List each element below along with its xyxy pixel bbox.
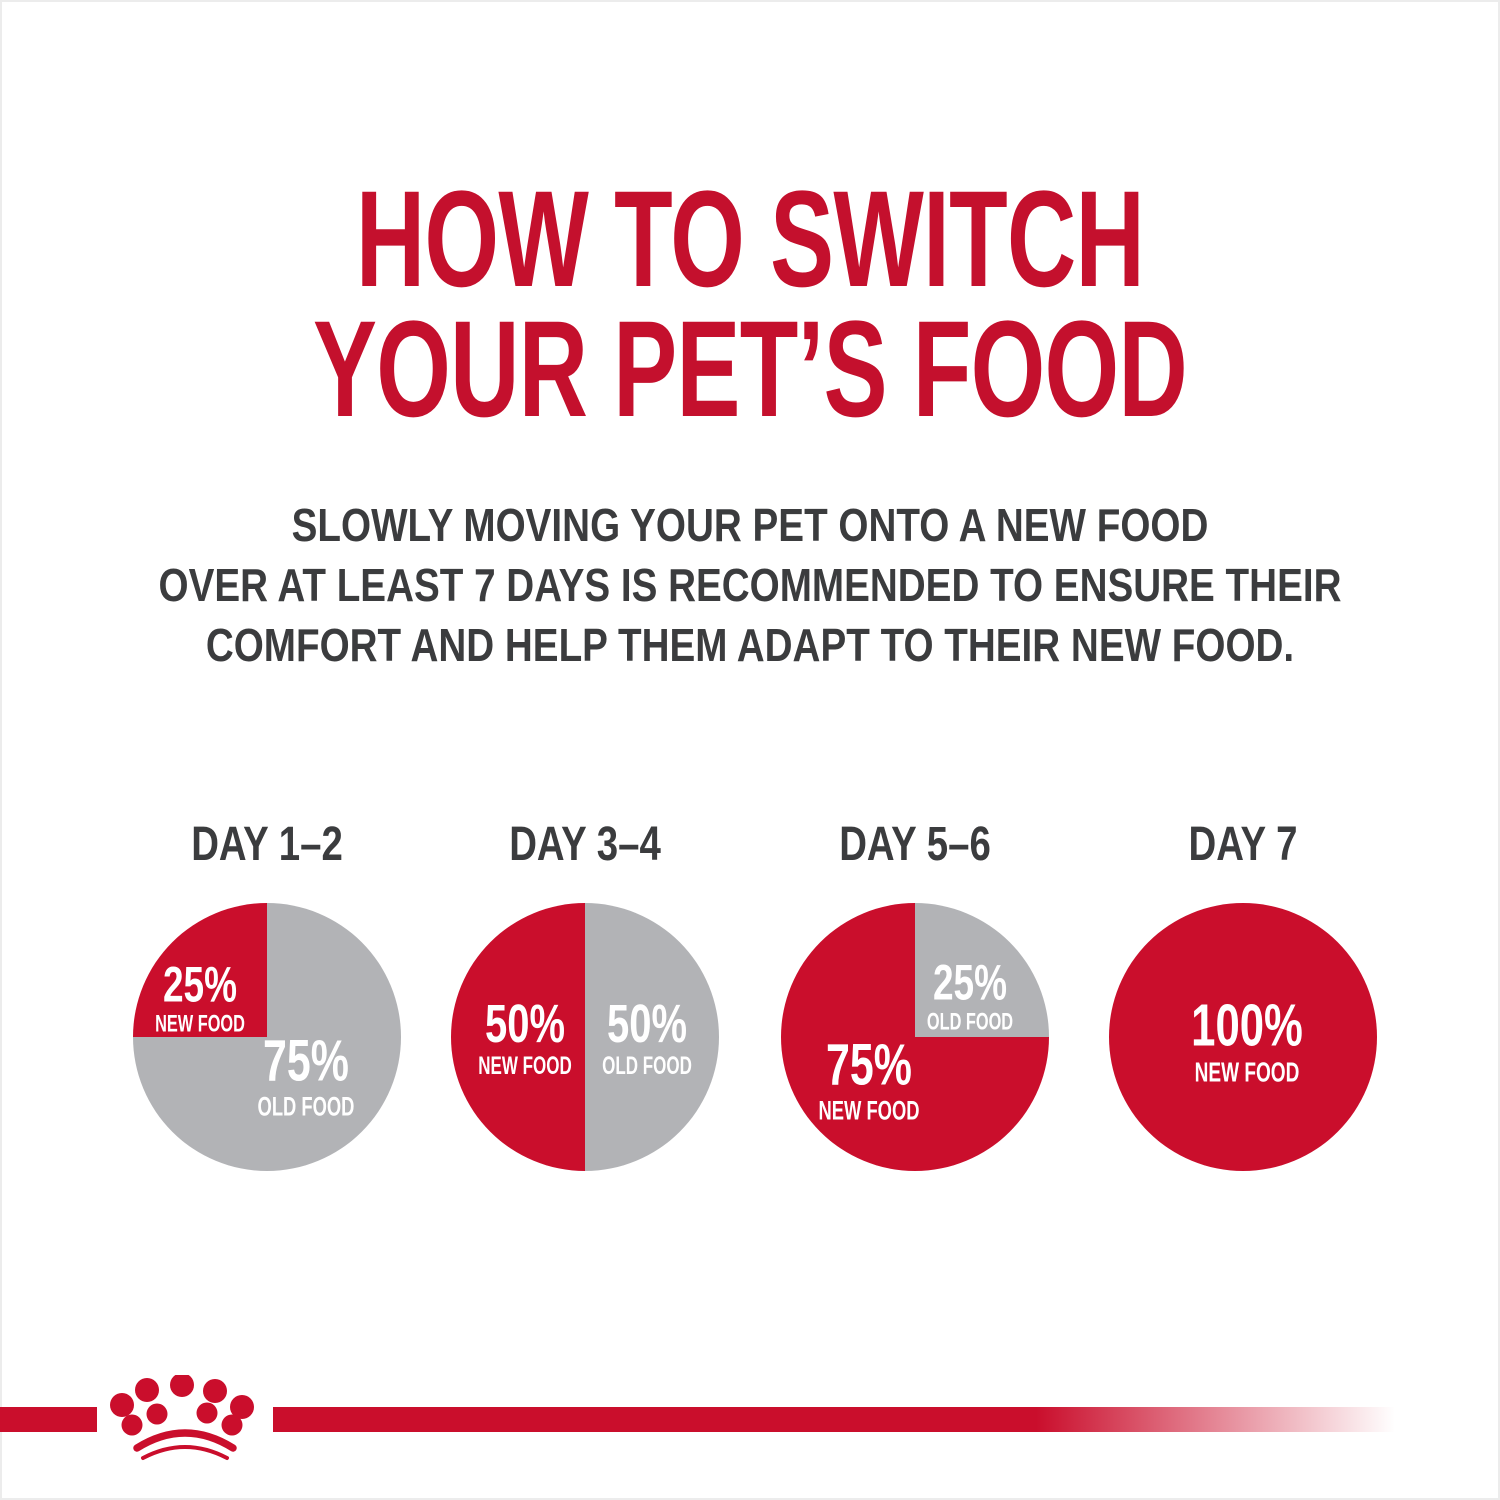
page-subtitle: SLOWLY MOVING YOUR PET ONTO A NEW FOOD O… bbox=[120, 495, 1380, 675]
page-title: HOW TO SWITCH YOUR PET’S FOOD bbox=[225, 163, 1275, 446]
title-line-1: HOW TO SWITCH bbox=[355, 163, 1145, 316]
slice-percent-value: 50% bbox=[484, 993, 565, 1054]
day-range-label: DAY 1–2 bbox=[191, 818, 343, 871]
slice-percent-value: 75% bbox=[262, 1028, 349, 1094]
pie-slice-label: 75% OLD FOOD bbox=[235, 1028, 378, 1121]
slice-food-name: NEW FOOD bbox=[1194, 1056, 1300, 1087]
pie-slice-label: 50% NEW FOOD bbox=[456, 993, 594, 1081]
pie-chart-day-1-2: 25% NEW FOOD 75% OLD FOOD bbox=[133, 903, 401, 1171]
slice-food-name: OLD FOOD bbox=[601, 1052, 692, 1081]
pie-chart-day-5-6: 25% OLD FOOD 75% NEW FOOD bbox=[781, 903, 1049, 1171]
pie-panel-day-5-6: DAY 5–6 25% OLD FOOD 75% NEW FOOD bbox=[775, 818, 1055, 1171]
pie-slice-label: 25% NEW FOOD bbox=[134, 956, 266, 1038]
slice-percent-value: 75% bbox=[826, 1032, 913, 1098]
pie-slice-label: 75% NEW FOOD bbox=[795, 1032, 944, 1125]
footer-rule-right bbox=[273, 1407, 1395, 1432]
slice-food-name: NEW FOOD bbox=[818, 1094, 920, 1125]
day-range-label: DAY 5–6 bbox=[839, 818, 991, 871]
pie-chart-day-7: 100% NEW FOOD bbox=[1109, 903, 1377, 1171]
royal-canin-crown-logo bbox=[110, 1375, 254, 1460]
subtitle-line-1: SLOWLY MOVING YOUR PET ONTO A NEW FOOD bbox=[291, 499, 1209, 551]
slice-food-name: OLD FOOD bbox=[257, 1090, 355, 1121]
slice-food-name: NEW FOOD bbox=[477, 1052, 572, 1081]
pie-slice-label: 50% OLD FOOD bbox=[581, 993, 713, 1081]
slice-percent-value: 100% bbox=[1191, 992, 1303, 1059]
slice-percent-value: 50% bbox=[606, 993, 687, 1054]
pie-slice-label: 100% NEW FOOD bbox=[1170, 992, 1324, 1087]
pie-panel-day-7: DAY 7 100% NEW FOOD bbox=[1103, 818, 1383, 1171]
pie-slice-label: 25% OLD FOOD bbox=[907, 954, 1034, 1036]
slice-percent-value: 25% bbox=[162, 956, 238, 1013]
day-range-label: DAY 3–4 bbox=[509, 818, 661, 871]
footer-rule-left bbox=[0, 1407, 97, 1432]
subtitle-line-2: OVER AT LEAST 7 DAYS IS RECOMMENDED TO E… bbox=[158, 559, 1342, 611]
slice-food-name: NEW FOOD bbox=[155, 1010, 245, 1038]
slice-percent-value: 25% bbox=[932, 954, 1007, 1011]
pie-chart-day-3-4: 50% NEW FOOD 50% OLD FOOD bbox=[451, 903, 719, 1171]
day-range-label: DAY 7 bbox=[1188, 818, 1298, 871]
pie-panel-day-1-2: DAY 1–2 25% NEW FOOD 75% OLD FOOD bbox=[127, 818, 407, 1171]
pie-panel-day-3-4: DAY 3–4 50% NEW FOOD 50% OLD FOOD bbox=[445, 818, 725, 1171]
title-line-2: YOUR PET’S FOOD bbox=[312, 293, 1188, 446]
subtitle-line-3: COMFORT AND HELP THEM ADAPT TO THEIR NEW… bbox=[205, 619, 1295, 671]
slice-food-name: OLD FOOD bbox=[926, 1008, 1014, 1036]
